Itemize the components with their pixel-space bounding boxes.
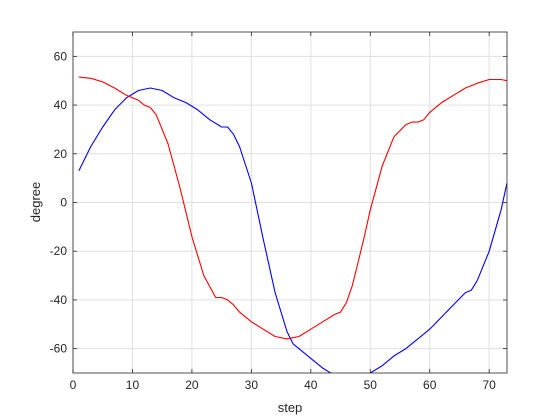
y-tick-label: 60	[54, 49, 68, 63]
y-tick-label: -20	[50, 244, 68, 258]
x-tick-label: 40	[304, 378, 318, 392]
y-tick-label: 0	[60, 196, 67, 210]
x-tick-label: 60	[423, 378, 437, 392]
data-series	[78, 76, 507, 373]
y-axis-label: degree	[28, 182, 43, 222]
y-tick-label: -40	[50, 293, 68, 307]
x-axis-label: step	[278, 400, 303, 415]
x-tick-label: 30	[245, 378, 259, 392]
x-tick-label: 10	[126, 378, 140, 392]
y-tick-label: 20	[54, 147, 68, 161]
series-line-1	[78, 87, 507, 373]
x-tick-label: 50	[364, 378, 378, 392]
axis-ticks: 0 10 20 30 40 50 60 70 -60 -40 -20 0 20 40 60	[50, 32, 507, 392]
x-tick-label: 0	[70, 378, 77, 392]
x-tick-label: 20	[185, 378, 199, 392]
y-tick-label: -60	[50, 342, 68, 356]
x-tick-label: 70	[482, 378, 496, 392]
series-line-2	[78, 76, 507, 340]
grid-lines	[72, 32, 507, 373]
y-tick-label: 40	[54, 98, 68, 112]
